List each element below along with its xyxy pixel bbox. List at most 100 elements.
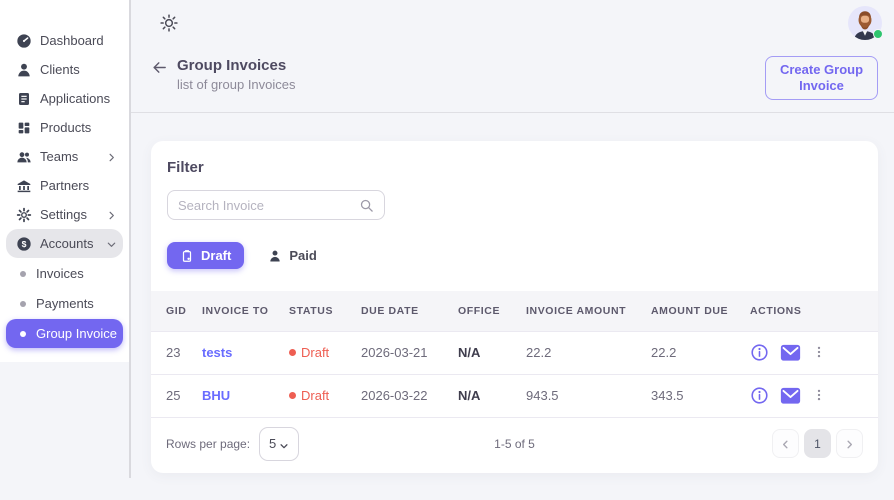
col-due-date: DUE DATE (355, 291, 452, 332)
search-box (167, 190, 385, 220)
invoice-to-link[interactable]: BHU (202, 388, 231, 403)
cell-due-date: 2026-03-21 (355, 331, 452, 375)
sidebar-subitem-group-invoice[interactable]: Group Invoice (6, 319, 123, 348)
teams-icon (16, 149, 32, 165)
sidebar-item-label: Applications (40, 91, 111, 106)
tab-paid[interactable]: Paid (262, 242, 322, 269)
dashboard-icon (16, 33, 32, 49)
cell-office: N/A (452, 374, 520, 418)
col-office: OFFICE (452, 291, 520, 332)
sidebar-item-products[interactable]: Products (6, 113, 123, 142)
table-row: 23 tests Draft 2026-03-21 N/A 22.2 22.2 (151, 331, 878, 375)
sidebar-subitem-payments[interactable]: Payments (6, 289, 123, 318)
kebab-menu-icon (812, 345, 826, 361)
sidebar-subitem-label: Payments (36, 296, 94, 311)
status-badge: Draft (289, 345, 349, 360)
sidebar-item-teams[interactable]: Teams (6, 142, 123, 171)
sidebar-item-applications[interactable]: Applications (6, 84, 123, 113)
accounts-icon: $ (16, 236, 32, 252)
sidebar-item-partners[interactable]: Partners (6, 171, 123, 200)
filter-title: Filter (167, 159, 204, 176)
clients-icon (16, 62, 32, 78)
sidebar-divider (129, 0, 131, 478)
search-icon (359, 198, 374, 213)
bullet-icon (20, 330, 26, 337)
sidebar-item-label: Clients (40, 62, 80, 77)
chevron-right-icon (844, 438, 855, 449)
rows-per-page-value: 5 (269, 436, 277, 451)
col-status: STATUS (283, 291, 355, 332)
cell-amount-due: 343.5 (645, 374, 744, 418)
more-options-button[interactable] (812, 388, 826, 404)
sidebar-item-label: Settings (40, 207, 87, 222)
kebab-menu-icon (812, 388, 826, 404)
sidebar-item-clients[interactable]: Clients (6, 55, 123, 84)
sidebar-subitem-label: Group Invoice (36, 326, 117, 341)
sidebar-subitem-invoices[interactable]: Invoices (6, 259, 123, 288)
applications-icon (16, 91, 32, 107)
cell-gid: 23 (151, 331, 196, 375)
sidebar-item-settings[interactable]: Settings (6, 200, 123, 229)
prev-page-button[interactable] (772, 429, 799, 458)
info-button[interactable] (750, 343, 769, 362)
cell-office: N/A (452, 331, 520, 375)
sidebar: Dashboard Clients Applications Products (0, 0, 129, 500)
chevron-down-icon (279, 439, 289, 449)
send-email-button[interactable] (780, 344, 801, 362)
partners-icon (16, 178, 32, 194)
search-input[interactable] (178, 197, 359, 213)
more-options-button[interactable] (812, 345, 826, 361)
col-amount-due: AMOUNT DUE (645, 291, 744, 332)
next-page-button[interactable] (836, 429, 863, 458)
page-number-button[interactable]: 1 (804, 429, 831, 458)
bullet-icon (20, 300, 26, 307)
pagination: Rows per page: 5 1-5 of 5 1 (151, 418, 878, 473)
sun-icon[interactable] (159, 13, 179, 33)
sidebar-item-label: Teams (40, 149, 79, 164)
bullet-icon (20, 270, 26, 277)
invoice-to-link[interactable]: tests (202, 345, 233, 360)
chevron-down-icon (106, 238, 117, 249)
sidebar-item-label: Accounts (40, 236, 94, 251)
back-arrow-icon[interactable] (151, 59, 168, 76)
col-invoice-amount: INVOICE AMOUNT (520, 291, 645, 332)
tab-draft[interactable]: Draft (167, 242, 245, 269)
send-email-button[interactable] (780, 387, 801, 405)
info-icon (750, 386, 769, 405)
invoices-card: Filter Draft Paid (151, 141, 878, 473)
page-subtitle: list of group Invoices (177, 77, 296, 92)
chevron-left-icon (780, 438, 791, 449)
products-icon (16, 120, 32, 136)
cell-amount-due: 22.2 (645, 331, 744, 375)
row-actions (750, 386, 872, 405)
main-area: Group Invoices list of group Invoices Cr… (131, 0, 894, 500)
page-content: Filter Draft Paid (131, 113, 894, 473)
person-icon (268, 249, 282, 263)
sidebar-subitem-label: Invoices (36, 266, 84, 281)
avatar[interactable] (848, 6, 883, 40)
status-dot-icon (289, 349, 296, 356)
invoices-table: GID INVOICE TO STATUS DUE DATE OFFICE IN… (151, 291, 878, 418)
cell-gid: 25 (151, 374, 196, 418)
status-badge: Draft (289, 388, 349, 403)
cell-invoice-amount: 22.2 (520, 331, 645, 375)
info-button[interactable] (750, 386, 769, 405)
sidebar-item-dashboard[interactable]: Dashboard (6, 26, 123, 55)
cell-due-date: 2026-03-22 (355, 374, 452, 418)
cell-invoice-amount: 943.5 (520, 374, 645, 418)
sidebar-item-accounts[interactable]: $ Accounts (6, 229, 123, 258)
table-header-row: GID INVOICE TO STATUS DUE DATE OFFICE IN… (151, 291, 878, 332)
mail-icon (780, 387, 801, 405)
sidebar-item-label: Partners (40, 178, 90, 193)
create-group-invoice-button[interactable]: Create Group Invoice (765, 56, 878, 100)
rows-per-page-label: Rows per page: (166, 436, 251, 451)
chevron-right-icon (106, 151, 117, 162)
online-status-dot (873, 29, 883, 39)
topbar (131, 0, 894, 46)
rows-per-page-select[interactable]: 5 (259, 426, 300, 461)
col-gid: GID (151, 291, 196, 332)
sidebar-panel: Dashboard Clients Applications Products (0, 0, 129, 362)
chevron-right-icon (106, 209, 117, 220)
table-row: 25 BHU Draft 2026-03-22 N/A 943.5 343.5 (151, 374, 878, 418)
status-tabs: Draft Paid (167, 242, 878, 269)
